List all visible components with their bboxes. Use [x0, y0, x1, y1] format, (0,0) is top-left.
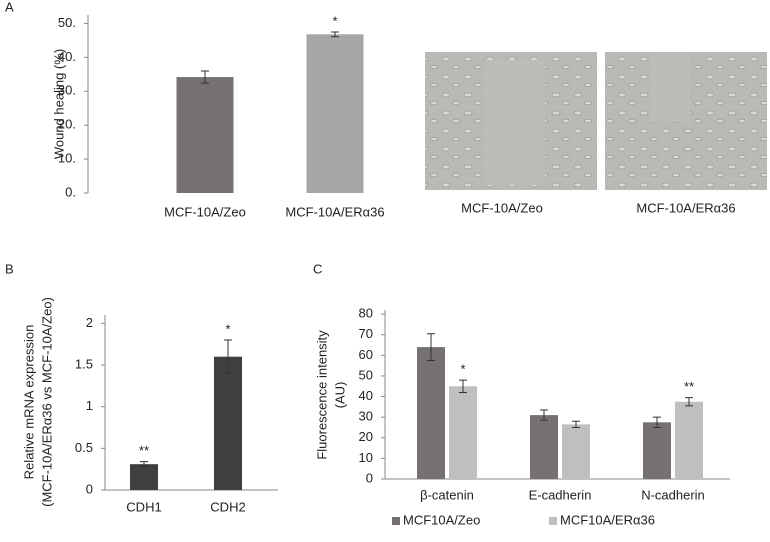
error-bar	[572, 420, 580, 428]
y-tick-label: 20.	[58, 117, 76, 132]
image-caption: MCF-10A/Zeo	[461, 200, 543, 215]
x-tick-label: β-catenin	[420, 487, 474, 502]
significance-label: **	[684, 379, 694, 394]
wound-gap	[650, 52, 690, 122]
x-tick-label: E-cadherin	[529, 487, 592, 502]
panel-label: C	[313, 261, 322, 276]
legend-label: MCF10A/Zeo	[403, 512, 480, 527]
error-bar	[140, 461, 148, 468]
x-tick-label: CDH2	[210, 499, 245, 514]
y-tick-label: 0.5	[75, 440, 93, 455]
legend-swatch	[549, 517, 557, 525]
y-axis-label: Fluorescence intensity	[314, 330, 329, 460]
bar	[417, 347, 445, 479]
y-tick-label: 20	[359, 429, 373, 444]
x-tick-label: CDH1	[126, 499, 161, 514]
panel-label: A	[5, 0, 14, 14]
y-tick-label: 40	[359, 388, 373, 403]
significance-label: *	[225, 321, 230, 336]
bar	[675, 401, 703, 479]
bar	[214, 356, 242, 490]
x-tick-label: MCF-10A/Zeo	[164, 204, 246, 219]
error-bar	[224, 339, 232, 374]
significance-label: *	[332, 13, 337, 28]
bar	[530, 415, 558, 479]
y-axis-label: Relative mRNA expression	[21, 325, 36, 480]
error-bar	[540, 409, 548, 421]
y-tick-label: 1	[86, 398, 93, 413]
error-bar	[685, 397, 693, 407]
bar	[130, 464, 158, 490]
bar	[449, 386, 477, 479]
legend-label: MCF10A/ERα36	[560, 512, 655, 527]
y-tick-label: 2	[86, 315, 93, 330]
wound-gap	[485, 60, 545, 185]
x-tick-label: N-cadherin	[641, 487, 705, 502]
y-tick-label: 30.	[58, 83, 76, 98]
significance-label: **	[139, 443, 149, 458]
y-tick-label: 0	[86, 481, 93, 496]
y-tick-label: 80	[359, 306, 373, 321]
legend-swatch	[392, 517, 400, 525]
y-tick-label: 40.	[58, 49, 76, 64]
y-tick-label: 50.	[58, 15, 76, 30]
bar	[306, 34, 364, 193]
error-bar	[653, 416, 661, 428]
error-bar	[427, 333, 435, 361]
y-tick-label: 50	[359, 367, 373, 382]
y-tick-label: 60	[359, 347, 373, 362]
y-tick-label: 70	[359, 326, 373, 341]
y-axis-label: Wound healing (%)	[51, 49, 66, 159]
image-caption: MCF-10A/ERα36	[636, 200, 735, 215]
y-axis-label: (AU)	[332, 382, 347, 409]
panel-label: B	[5, 261, 14, 276]
error-bar	[331, 31, 339, 38]
y-tick-label: 30	[359, 409, 373, 424]
x-tick-label: MCF-10A/ERα36	[285, 204, 384, 219]
bar	[643, 422, 671, 479]
y-tick-label: 0.	[65, 184, 76, 199]
y-tick-label: 10.	[58, 151, 76, 166]
significance-label: *	[460, 362, 465, 377]
y-tick-label: 10	[359, 450, 373, 465]
y-tick-label: 1.5	[75, 356, 93, 371]
y-axis-label: (MCF-10A/ERα36 vs MCF-10A/Zeo)	[39, 297, 54, 507]
error-bar	[201, 70, 209, 84]
error-bar	[459, 379, 467, 393]
bar	[562, 424, 590, 479]
bar	[176, 77, 234, 193]
y-tick-label: 0	[366, 470, 373, 485]
